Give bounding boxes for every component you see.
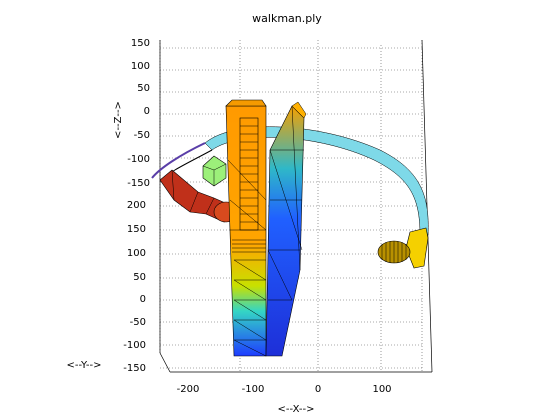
y-tick: -50 [130, 317, 146, 328]
z-tick: 150 [131, 38, 150, 49]
x-tick: 0 [315, 384, 321, 395]
y-tick: 0 [140, 294, 146, 305]
x-tick: -200 [177, 384, 200, 395]
z-tick: 50 [137, 83, 150, 94]
z-axis-ticks: 150 100 50 0 -50 -100 -150 [127, 38, 150, 189]
z-tick: 100 [131, 61, 150, 72]
x-tick: 100 [372, 384, 391, 395]
earpiece-right [377, 227, 429, 269]
x-tick: -100 [242, 384, 265, 395]
figure-title: walkman.ply [252, 12, 322, 25]
x-axis-ticks: -200 -100 0 100 [177, 384, 392, 395]
player-body [225, 99, 307, 357]
z-tick: -100 [127, 154, 150, 165]
y-axis-ticks: 200 150 100 50 0 -50 -100 -150 [123, 200, 146, 374]
y-tick: -150 [123, 363, 146, 374]
y-tick: 200 [127, 200, 146, 211]
x-axis-label: <--X--> [277, 404, 314, 415]
y-tick: 100 [127, 248, 146, 259]
z-tick: 0 [144, 106, 150, 117]
z-tick: -150 [127, 178, 150, 189]
z-tick: -50 [134, 130, 150, 141]
z-axis-label: <--Z--> [113, 101, 124, 139]
y-tick: -100 [123, 340, 146, 351]
y-tick: 50 [133, 272, 146, 283]
y-axis-label: <--Y--> [67, 360, 102, 371]
y-tick: 150 [127, 224, 146, 235]
cube [202, 155, 227, 187]
